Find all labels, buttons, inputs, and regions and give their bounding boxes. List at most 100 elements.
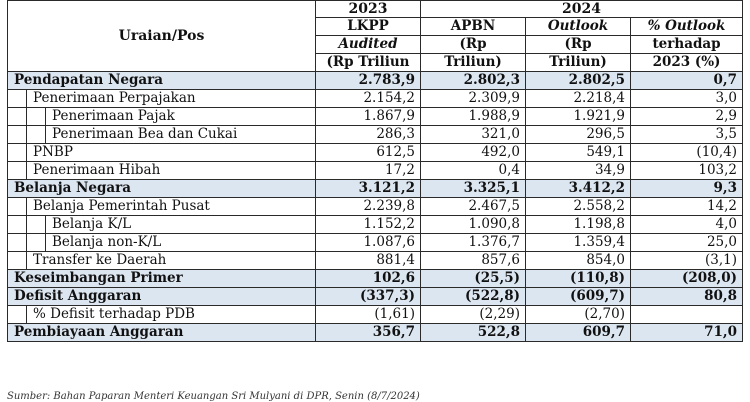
value-cell: 854,0 [525,251,631,270]
value-cell: 1.359,4 [525,233,631,252]
value-cell: 1.376,7 [420,233,526,252]
value-cell: 1.152,2 [315,215,421,234]
value-cell: (10,4) [629,143,744,162]
value-cell: 2.467,5 [420,197,526,216]
value-cell: (1,61) [315,305,421,324]
value-cell: 103,2 [629,161,744,180]
value-cell: (3,1) [629,251,744,270]
indent-marker [9,252,27,269]
value-cell: (25,5) [420,269,526,288]
pct-header-line2: terhadap [629,35,744,54]
value-cell: 1.867,9 [315,107,421,126]
value-cell: 34,9 [525,161,631,180]
indent-marker [9,144,27,161]
value-cell: 3,0 [629,89,744,108]
row-label: Keseimbangan Primer [7,269,316,288]
value-cell: 2,9 [629,107,744,126]
value-cell: 3,5 [629,125,744,144]
row-label-text: Penerimaan Pajak [52,108,175,125]
row-label-text: Penerimaan Perpajakan [33,90,196,107]
row-label-text: Belanja Pemerintah Pusat [33,198,210,215]
value-cell: 1.087,6 [315,233,421,252]
value-cell [629,305,744,324]
value-cell: 2.783,9 [315,71,421,90]
table-row: Belanja K/L 1.152,2 1.090,8 1.198,8 4,0 [7,215,744,234]
value-cell: (208,0) [629,269,744,288]
year-2023-header: 2023 [315,0,421,18]
row-label: Defisit Anggaran [7,287,316,306]
value-cell: 492,0 [420,143,526,162]
table-row: Penerimaan Bea dan Cukai 286,3 321,0 296,5 3… [7,125,744,144]
value-cell: 1.988,9 [420,107,526,126]
row-label: Penerimaan Pajak [7,107,316,126]
apbn-header-line3: Triliun) [420,53,526,72]
indent-marker [9,108,27,125]
indent-marker [9,234,27,251]
value-cell: 17,2 [315,161,421,180]
value-cell: 522,8 [420,323,526,342]
value-cell: 3.121,2 [315,179,421,198]
year-header-row: Uraian/Pos 2023 2024 [7,0,744,72]
indent-marker [9,126,27,143]
outlook-header-line2: (Rp [525,35,631,54]
value-cell: 549,1 [525,143,631,162]
row-label: Belanja Negara [7,179,316,198]
outlook-header-line1: Outlook [525,17,631,36]
table-row: PNBP 612,5 492,0 549,1 (10,4) [7,143,744,162]
value-cell: 3.325,1 [420,179,526,198]
value-cell: 0,7 [629,71,744,90]
table-row: Belanja Pemerintah Pusat 2.239,8 2.467,5 2.… [7,197,744,216]
table-row: Belanja Negara 3.121,2 3.325,1 3.412,2 9,3 [7,179,744,198]
value-cell: (2,29) [420,305,526,324]
row-label-text: Transfer ke Daerah [33,252,167,269]
value-cell: 2.309,9 [420,89,526,108]
value-cell: 25,0 [629,233,744,252]
row-label: Penerimaan Bea dan Cukai [7,125,316,144]
indent-marker [9,306,27,323]
row-label-text: Penerimaan Bea dan Cukai [52,126,238,143]
row-label: % Defisit terhadap PDB [7,305,316,324]
pct-header-line1: % Outlook [629,17,744,36]
value-cell: (2,70) [525,305,631,324]
lkpp-header-line1: LKPP [315,17,421,36]
table-row: Penerimaan Hibah 17,2 0,4 34,9 103,2 [7,161,744,180]
value-cell: 881,4 [315,251,421,270]
value-cell: 0,4 [420,161,526,180]
row-label: Belanja non-K/L [7,233,316,252]
row-label: Pendapatan Negara [7,71,316,90]
value-cell: 2.239,8 [315,197,421,216]
value-cell: 2.802,3 [420,71,526,90]
row-label-text: Belanja non-K/L [52,234,162,251]
row-label: Transfer ke Daerah [7,251,316,270]
value-cell: 857,6 [420,251,526,270]
indent-marker [9,162,27,179]
value-cell: (110,8) [525,269,631,288]
row-label: Belanja Pemerintah Pusat [7,197,316,216]
table-row: Defisit Anggaran (337,3) (522,8) (609,7) 80,… [7,287,744,306]
row-label: Penerimaan Perpajakan [7,89,316,108]
row-label-text: PNBP [33,144,73,161]
pct-header-line3: 2023 (%) [629,53,744,72]
row-label-text: Penerimaan Hibah [33,162,161,179]
value-cell: (609,7) [525,287,631,306]
table-row: Transfer ke Daerah 881,4 857,6 854,0 (3,1) [7,251,744,270]
value-cell: 356,7 [315,323,421,342]
value-cell: 1.198,8 [525,215,631,234]
value-cell: 612,5 [315,143,421,162]
subheader-row-1: LKPP APBN Outlook % Outlook [8,17,744,36]
indent-marker [9,90,27,107]
table-row: Pembiayaan Anggaran 356,7 522,8 609,7 71,0 [7,323,744,342]
value-cell: 102,6 [315,269,421,288]
column-header-uraian: Uraian/Pos [7,0,316,72]
table-row: Penerimaan Perpajakan 2.154,2 2.309,9 2.218… [7,89,744,108]
value-cell: 609,7 [525,323,631,342]
year-2024-header: 2024 [419,0,744,18]
apbn-header-line2: (Rp [420,35,526,54]
value-cell: 1.921,9 [525,107,631,126]
lkpp-header-line3: (Rp Triliun [315,53,421,72]
table-row: Belanja non-K/L 1.087,6 1.376,7 1.359,4 25,0 [7,233,744,252]
row-label: Pembiayaan Anggaran [7,323,316,342]
value-cell: 14,2 [629,197,744,216]
indent-marker [27,108,46,125]
value-cell: 71,0 [629,323,744,342]
